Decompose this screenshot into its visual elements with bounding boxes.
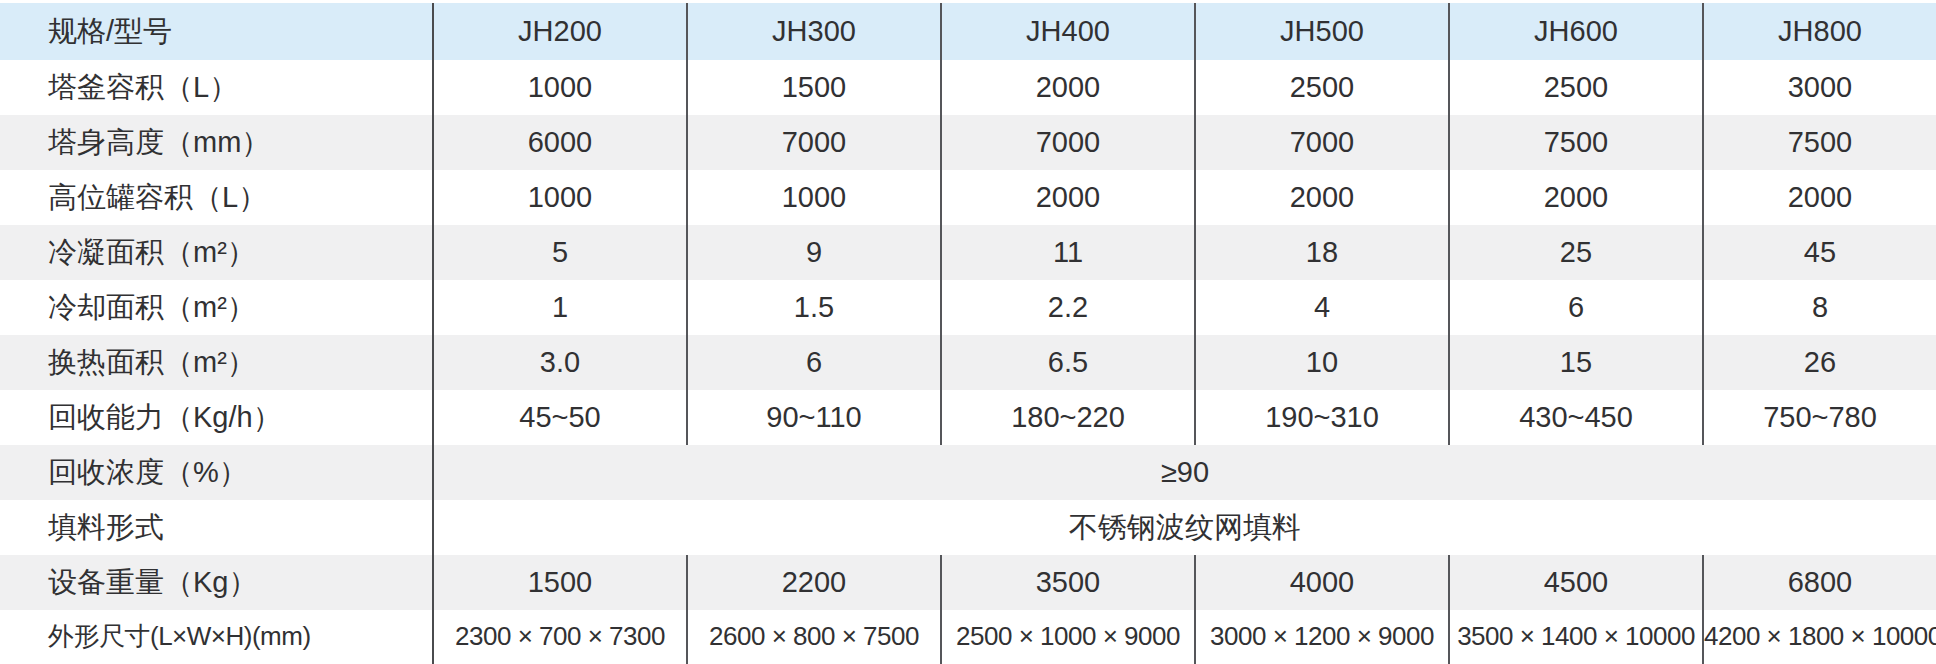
table-row: 回收能力（Kg/h） 45~50 90~110 180~220 190~310 … <box>0 390 1936 445</box>
spec-value-cell: 18 <box>1195 225 1449 280</box>
spec-value-cell: 6 <box>687 335 941 390</box>
spec-span-value-cell: 不锈钢波纹网填料 <box>433 500 1936 555</box>
spec-value-cell: 7000 <box>941 115 1195 170</box>
spec-value-cell: 190~310 <box>1195 390 1449 445</box>
spec-value-cell: 2500 <box>1449 60 1703 115</box>
spec-value-cell: 4 <box>1195 280 1449 335</box>
spec-value-cell: 1000 <box>433 170 687 225</box>
table-row: 塔身高度（mm） 6000 7000 7000 7000 7500 7500 <box>0 115 1936 170</box>
spec-value-cell: 25 <box>1449 225 1703 280</box>
header-model-cell: JH600 <box>1449 3 1703 60</box>
spec-span-value-cell: ≥90 <box>433 445 1936 500</box>
spec-value-cell: 3500 × 1400 × 10000 <box>1449 610 1703 664</box>
table-row: 设备重量（Kg） 1500 2200 3500 4000 4500 6800 <box>0 555 1936 610</box>
spec-value-cell: 10 <box>1195 335 1449 390</box>
table-row: 冷凝面积（m²） 5 9 11 18 25 45 <box>0 225 1936 280</box>
spec-value-cell: 3000 × 1200 × 9000 <box>1195 610 1449 664</box>
spec-value-cell: 9 <box>687 225 941 280</box>
spec-label-cell: 冷却面积（m²） <box>0 280 433 335</box>
table-header-row: 规格/型号 JH200 JH300 JH400 JH500 JH600 JH80… <box>0 3 1936 60</box>
table-row: 塔釜容积（L） 1000 1500 2000 2500 2500 3000 <box>0 60 1936 115</box>
spec-value-cell: 45~50 <box>433 390 687 445</box>
spec-value-cell: 7000 <box>1195 115 1449 170</box>
spec-label-cell: 换热面积（m²） <box>0 335 433 390</box>
spec-value-cell: 1000 <box>433 60 687 115</box>
spec-value-cell: 6 <box>1449 280 1703 335</box>
spec-value-cell: 1500 <box>433 555 687 610</box>
spec-label-cell: 塔身高度（mm） <box>0 115 433 170</box>
spec-value-cell: 2000 <box>1703 170 1936 225</box>
spec-value-cell: 2000 <box>1449 170 1703 225</box>
spec-label-cell: 回收浓度（%） <box>0 445 433 500</box>
spec-value-cell: 2200 <box>687 555 941 610</box>
spec-value-cell: 90~110 <box>687 390 941 445</box>
spec-value-cell: 2600 × 800 × 7500 <box>687 610 941 664</box>
spec-value-cell: 8 <box>1703 280 1936 335</box>
spec-value-cell: 26 <box>1703 335 1936 390</box>
spec-value-cell: 2500 × 1000 × 9000 <box>941 610 1195 664</box>
spec-value-cell: 3000 <box>1703 60 1936 115</box>
spec-value-cell: 4500 <box>1449 555 1703 610</box>
spec-table: 规格/型号 JH200 JH300 JH400 JH500 JH600 JH80… <box>0 3 1936 664</box>
spec-value-cell: 2500 <box>1195 60 1449 115</box>
spec-value-cell: 45 <box>1703 225 1936 280</box>
spec-value-cell: 2000 <box>941 170 1195 225</box>
header-model-cell: JH400 <box>941 3 1195 60</box>
spec-label-cell: 塔釜容积（L） <box>0 60 433 115</box>
spec-value-cell: 1.5 <box>687 280 941 335</box>
header-model-cell: JH800 <box>1703 3 1936 60</box>
spec-label-cell: 高位罐容积（L） <box>0 170 433 225</box>
spec-value-cell: 2300 × 700 × 7300 <box>433 610 687 664</box>
table-row: 换热面积（m²） 3.0 6 6.5 10 15 26 <box>0 335 1936 390</box>
spec-value-cell: 7500 <box>1703 115 1936 170</box>
spec-label-cell: 冷凝面积（m²） <box>0 225 433 280</box>
spec-value-cell: 750~780 <box>1703 390 1936 445</box>
table-row: 高位罐容积（L） 1000 1000 2000 2000 2000 2000 <box>0 170 1936 225</box>
spec-value-cell: 6.5 <box>941 335 1195 390</box>
header-label-cell: 规格/型号 <box>0 3 433 60</box>
table-row: 冷却面积（m²） 1 1.5 2.2 4 6 8 <box>0 280 1936 335</box>
spec-value-cell: 2000 <box>1195 170 1449 225</box>
header-model-cell: JH200 <box>433 3 687 60</box>
table-row: 填料形式 不锈钢波纹网填料 <box>0 500 1936 555</box>
spec-label-cell: 设备重量（Kg） <box>0 555 433 610</box>
spec-value-cell: 5 <box>433 225 687 280</box>
spec-value-cell: 1500 <box>687 60 941 115</box>
spec-value-cell: 4000 <box>1195 555 1449 610</box>
header-model-cell: JH500 <box>1195 3 1449 60</box>
spec-value-cell: 3.0 <box>433 335 687 390</box>
spec-value-cell: 11 <box>941 225 1195 280</box>
spec-value-cell: 3500 <box>941 555 1195 610</box>
spec-value-cell: 1000 <box>687 170 941 225</box>
table-row: 外形尺寸(L×W×H)(mm) 2300 × 700 × 7300 2600 ×… <box>0 610 1936 664</box>
spec-value-cell: 7000 <box>687 115 941 170</box>
table-row: 回收浓度（%） ≥90 <box>0 445 1936 500</box>
spec-value-cell: 6800 <box>1703 555 1936 610</box>
header-model-cell: JH300 <box>687 3 941 60</box>
spec-value-cell: 15 <box>1449 335 1703 390</box>
spec-value-cell: 2.2 <box>941 280 1195 335</box>
spec-value-cell: 180~220 <box>941 390 1195 445</box>
spec-value-cell: 4200 × 1800 × 10000 <box>1703 610 1936 664</box>
spec-label-cell: 填料形式 <box>0 500 433 555</box>
spec-value-cell: 430~450 <box>1449 390 1703 445</box>
spec-label-cell: 回收能力（Kg/h） <box>0 390 433 445</box>
spec-value-cell: 7500 <box>1449 115 1703 170</box>
spec-value-cell: 1 <box>433 280 687 335</box>
spec-label-cell: 外形尺寸(L×W×H)(mm) <box>0 610 433 664</box>
spec-value-cell: 2000 <box>941 60 1195 115</box>
spec-value-cell: 6000 <box>433 115 687 170</box>
